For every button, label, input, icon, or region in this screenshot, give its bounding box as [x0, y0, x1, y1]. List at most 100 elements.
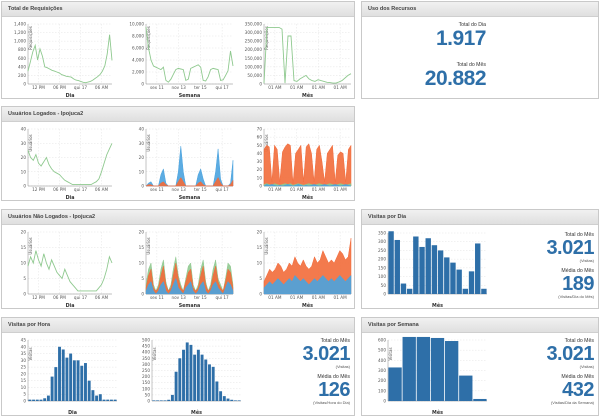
bar	[167, 399, 171, 401]
x-tick-label: 01 AM	[290, 295, 304, 300]
x-axis-label: Dia	[68, 410, 77, 416]
bar	[425, 238, 431, 294]
bar	[230, 399, 234, 401]
bar	[222, 396, 226, 401]
stat-label: Média do Mês	[561, 268, 594, 274]
bar	[54, 367, 58, 401]
y-tick-label: 10	[139, 261, 145, 266]
bar	[152, 400, 156, 401]
bar	[430, 337, 445, 401]
y-axis-label: Usuários	[146, 237, 151, 254]
bar	[84, 363, 87, 401]
stat-label: Média do Mês	[317, 374, 350, 380]
stat-unit: (Visitas/Hora do Dia)	[313, 400, 350, 405]
stat-media-mes: Média do Mês 432 (Visitas/Dia da Semana)	[551, 374, 595, 405]
bar	[159, 400, 163, 401]
x-tick-label: 06 AM	[95, 295, 109, 300]
y-tick-label: 0	[23, 184, 26, 189]
stat-total-dia: Total do Dia 1.917	[435, 22, 487, 50]
y-tick-label: 200	[142, 374, 150, 379]
y-tick-label: 50,000	[247, 73, 262, 78]
bar	[196, 349, 200, 401]
bar	[163, 400, 167, 401]
y-tick-label: 300	[378, 239, 386, 244]
bar	[400, 283, 407, 294]
bar	[419, 246, 425, 294]
bar	[237, 400, 241, 401]
bar	[211, 366, 215, 401]
bar	[444, 341, 459, 401]
y-tick-label: 1,000	[14, 39, 26, 44]
y-tick-label: 0	[141, 184, 144, 189]
bar	[69, 353, 73, 401]
stat-label: Total do Mês	[564, 338, 594, 344]
stat-label: Média do Mês	[561, 374, 594, 380]
bar	[402, 336, 416, 401]
x-tick-label: 01 AM	[334, 187, 348, 192]
bar	[416, 336, 431, 401]
x-axis-label: Dia	[66, 195, 75, 201]
y-axis-label: Visitas	[28, 347, 33, 360]
x-tick-label: ter 15	[194, 187, 207, 192]
bar	[437, 250, 444, 294]
x-tick-label: qui 17	[74, 295, 87, 300]
panel-visitas-semana: Visitas por Semana 0 100 200 300 400 500 600 Vi…	[361, 317, 599, 416]
x-tick-label: 12 PM	[32, 187, 45, 192]
bar	[233, 400, 237, 401]
y-tick-label: 0	[141, 82, 144, 87]
series-area	[263, 238, 352, 295]
y-tick-label: 600	[18, 56, 26, 61]
y-tick-label: 0	[383, 399, 386, 404]
bar	[91, 390, 95, 401]
x-tick-label: qui 17	[74, 187, 87, 192]
y-tick-label: 0	[259, 292, 262, 297]
bar	[58, 346, 61, 401]
y-tick-label: 60	[257, 135, 263, 140]
y-tick-label: 15	[139, 245, 145, 250]
y-tick-label: 8,000	[132, 34, 144, 39]
stat-unit: (Visitas)	[579, 258, 594, 263]
y-tick-label: 600	[378, 338, 386, 343]
x-tick-label: 01 AM	[334, 85, 348, 90]
x-tick-label: 06 PM	[53, 187, 66, 192]
stat-value: 1.917	[435, 27, 487, 50]
x-tick-label: 12 PM	[32, 295, 45, 300]
panel-title: Uso dos Recursos	[362, 2, 598, 17]
y-tick-label: 50	[257, 143, 263, 148]
x-tick-label: nov 13	[171, 85, 186, 90]
bar	[185, 342, 189, 401]
y-tick-label: 35	[21, 351, 27, 356]
panel-usuarios-logados: Usuários Logados - Ipojuca2 0 10 20 30 40 Usu…	[1, 106, 355, 201]
y-tick-label: 150,000	[245, 56, 263, 61]
y-tick-label: 200	[378, 378, 386, 383]
bar	[28, 399, 32, 401]
y-tick-label: 250	[142, 368, 150, 373]
x-tick-label: 01 AM	[312, 295, 326, 300]
stat-total-mes: Total do Mês 3.021 (Visitas)	[546, 338, 594, 369]
panel-title: Total de Requisições	[2, 2, 354, 17]
x-tick-label: 01 AM	[312, 187, 326, 192]
bar	[219, 391, 223, 401]
x-tick-label: 01 AM	[268, 85, 282, 90]
y-tick-label: 20	[139, 230, 145, 235]
bar	[174, 371, 178, 401]
bar	[204, 359, 208, 401]
x-tick-label: 06 AM	[95, 85, 109, 90]
y-tick-label: 10	[21, 169, 27, 174]
x-tick-label: sex 11	[150, 295, 164, 300]
bar	[431, 245, 438, 294]
y-tick-label: 5	[141, 276, 144, 281]
x-tick-label: 06 PM	[53, 295, 66, 300]
y-tick-label: 5	[259, 276, 262, 281]
bar	[95, 395, 99, 401]
chart-requisicoes-mes: 0 50,000 100,000 150,000 200,000 250,000 300,0…	[245, 22, 352, 98]
x-tick-label: 01 AM	[312, 85, 326, 90]
bar	[39, 399, 43, 401]
bar	[50, 376, 54, 401]
bar	[102, 399, 106, 401]
y-tick-label: 30	[139, 141, 145, 146]
